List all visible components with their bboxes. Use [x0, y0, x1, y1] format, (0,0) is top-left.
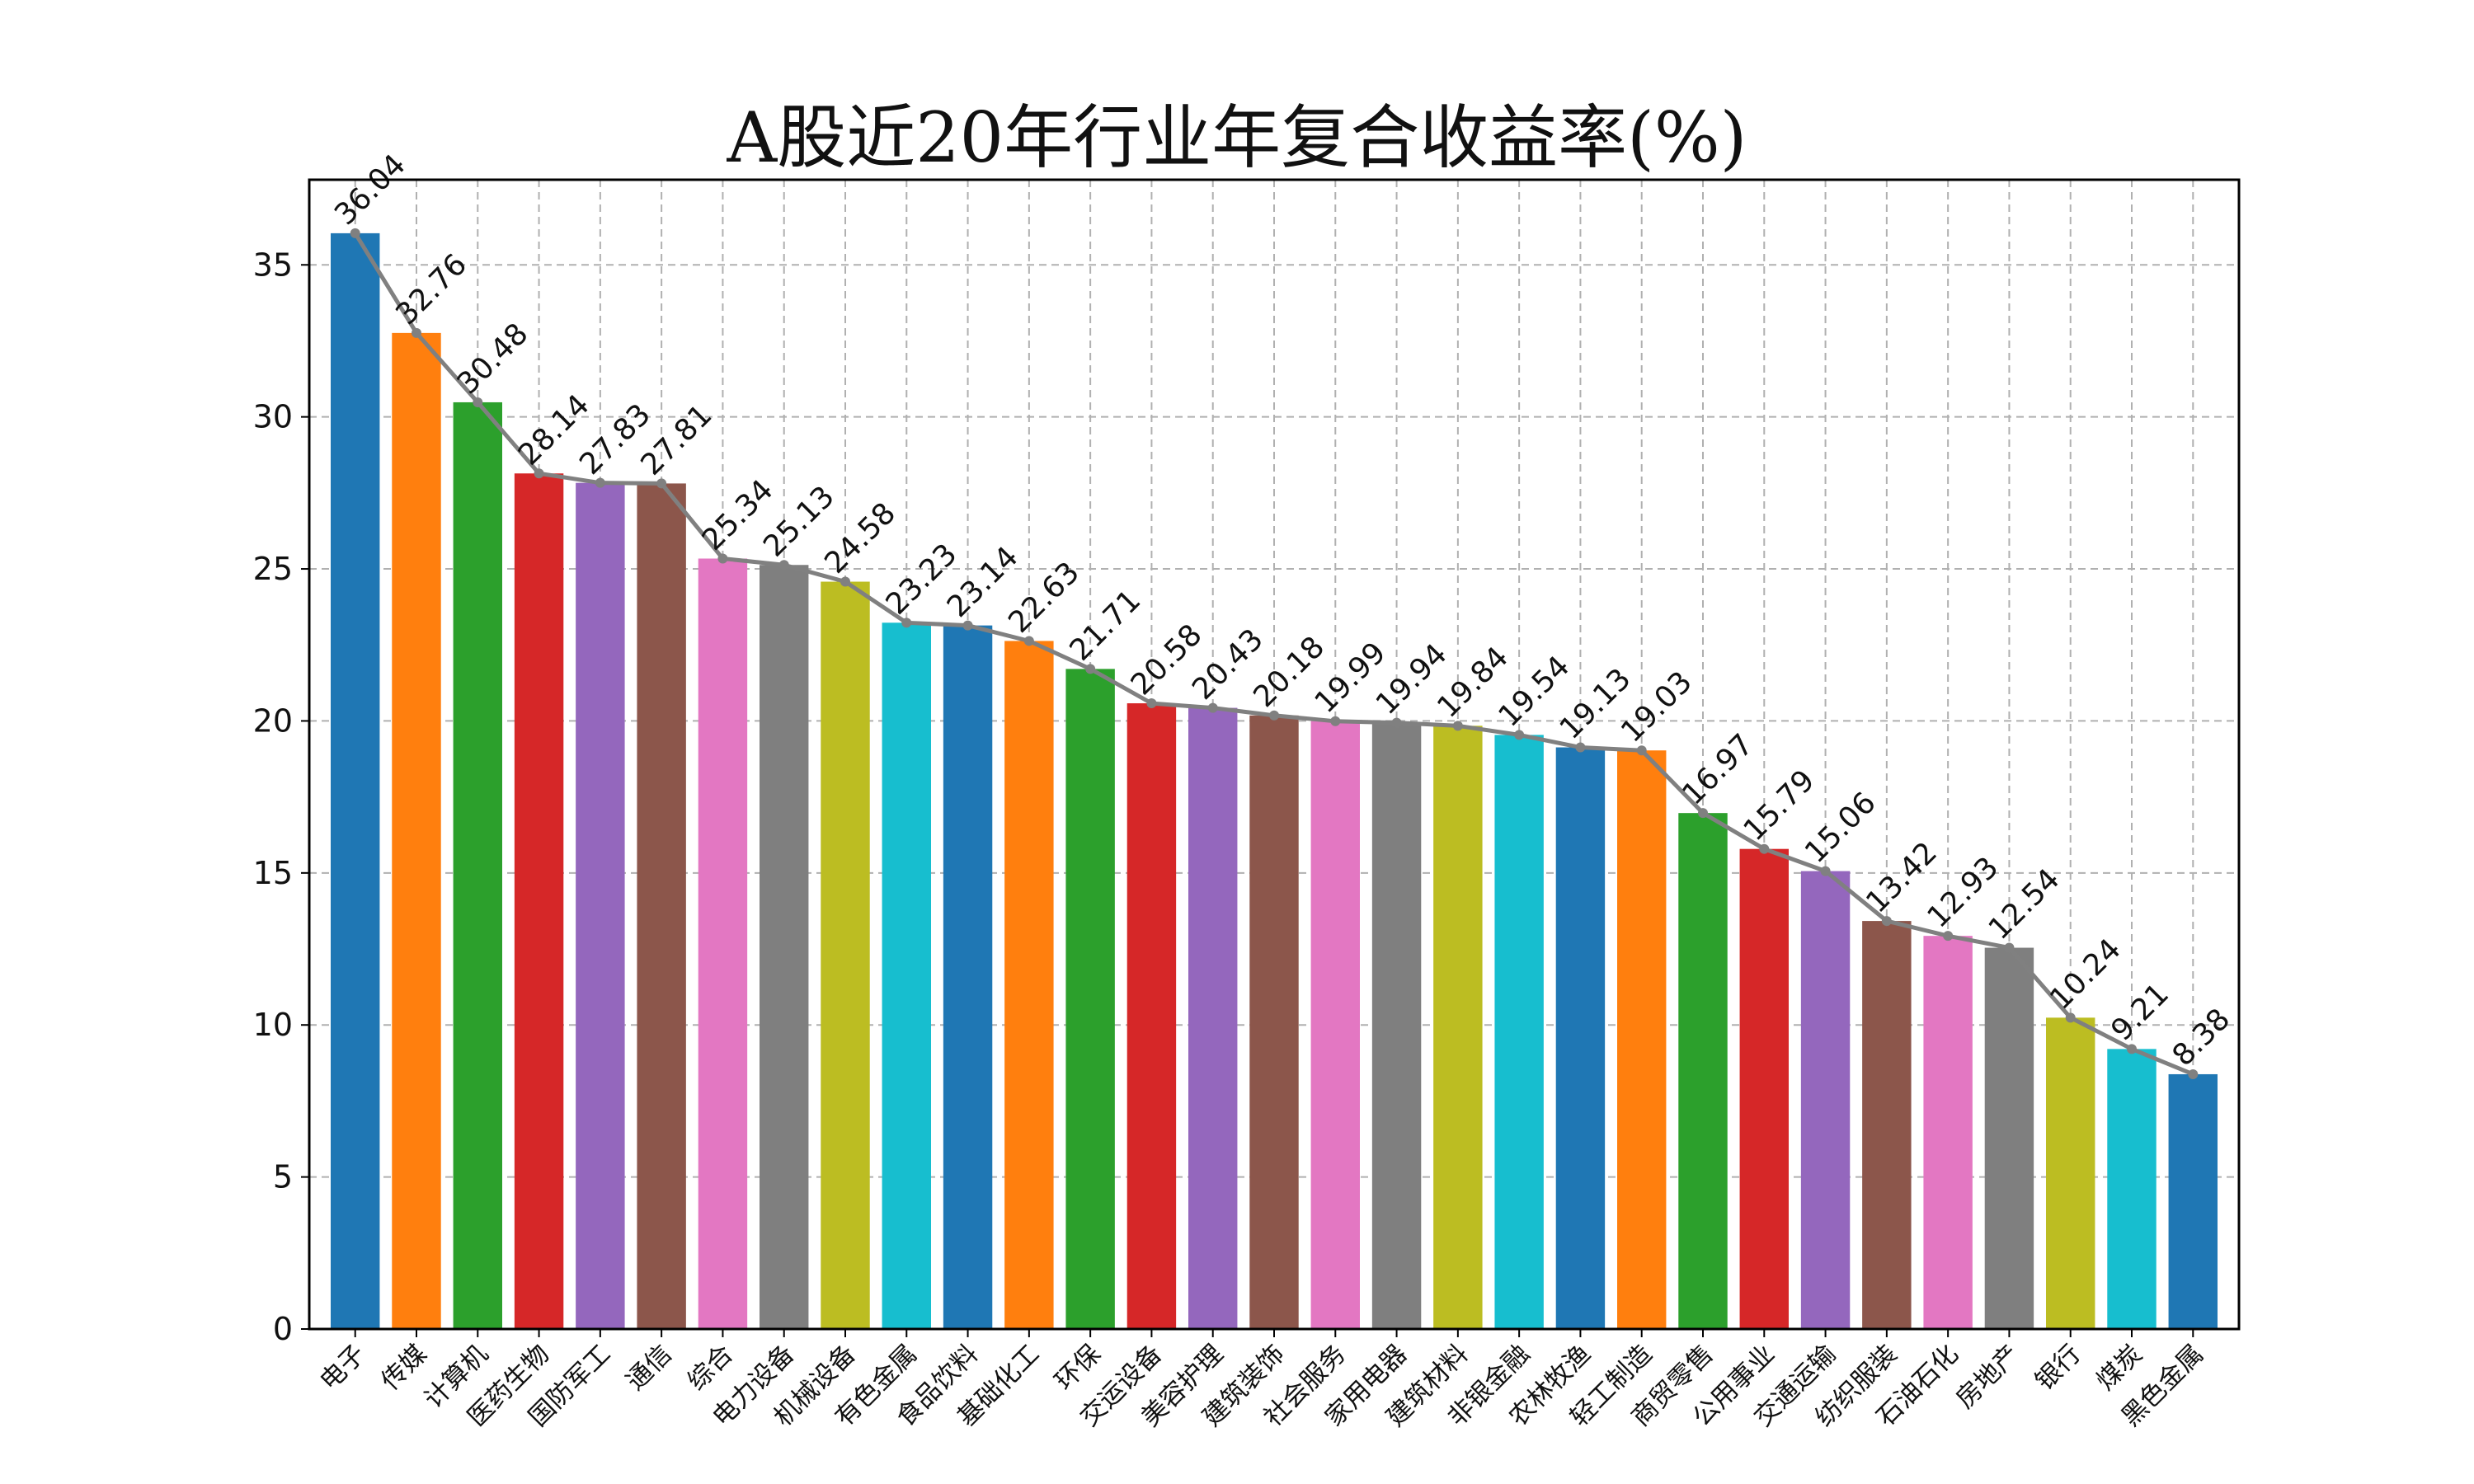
trend-point: [2127, 1044, 2137, 1054]
trend-point: [1759, 843, 1770, 854]
trend-point: [1269, 710, 1279, 721]
y-tick-label: 25: [253, 551, 293, 587]
trend-point: [1881, 916, 1892, 927]
y-tick-label: 20: [253, 702, 293, 739]
trend-point: [962, 620, 973, 631]
trend-point: [717, 553, 728, 564]
y-tick-label: 35: [253, 247, 293, 283]
bar: [1739, 848, 1789, 1329]
bar: [2046, 1017, 2095, 1329]
trend-point: [1575, 742, 1586, 753]
trend-point: [1820, 866, 1831, 876]
trend-point: [778, 560, 789, 571]
trend-point: [2188, 1068, 2199, 1079]
bar: [1126, 703, 1177, 1329]
data-label: 21.71: [1064, 584, 1148, 668]
trend-point: [656, 478, 667, 489]
bar: [331, 232, 380, 1330]
x-tick-label: 电子: [314, 1339, 371, 1396]
bar: [943, 625, 993, 1329]
data-label: 10.24: [2044, 932, 2128, 1017]
trend-point: [1391, 717, 1402, 728]
bar: [760, 565, 809, 1329]
data-label: 32.76: [389, 247, 473, 331]
bar: [1617, 750, 1667, 1329]
bar: [514, 473, 564, 1330]
data-label: 9.21: [2105, 977, 2175, 1048]
trend-point: [595, 477, 605, 488]
data-label: 8.38: [2166, 1003, 2237, 1073]
data-label: 36.04: [328, 148, 412, 232]
trend-point: [1514, 730, 1525, 740]
bar: [2168, 1073, 2218, 1329]
y-tick-label: 30: [253, 399, 293, 435]
data-label: 15.06: [1799, 786, 1883, 870]
bar: [637, 483, 686, 1329]
bar: [698, 558, 748, 1329]
bar: [1004, 641, 1054, 1329]
trend-point: [1085, 664, 1096, 674]
trend-point: [2065, 1012, 2076, 1023]
bar: [453, 402, 502, 1329]
trend-point: [1146, 698, 1157, 709]
bar: [1862, 921, 1912, 1329]
x-tick-label: 银行: [2030, 1339, 2086, 1396]
axes-frame: [308, 178, 2241, 1331]
data-label: 30.48: [451, 317, 535, 401]
bar: [1923, 936, 1973, 1329]
bar: [576, 482, 625, 1329]
trend-point: [350, 228, 360, 238]
data-label: 16.97: [1676, 728, 1760, 812]
bar: [1188, 707, 1238, 1329]
bar: [1249, 715, 1299, 1329]
bar: [1555, 747, 1606, 1329]
trend-point: [840, 576, 850, 587]
bar: [1494, 735, 1544, 1329]
x-tick-label: 房地产: [1950, 1339, 2025, 1414]
bar: [1065, 669, 1115, 1329]
y-tick-label: 10: [253, 1007, 293, 1043]
x-tick-label: 通信: [621, 1339, 678, 1396]
bar: [1984, 947, 2034, 1329]
trend-point: [901, 618, 912, 628]
data-label: 27.81: [635, 398, 719, 482]
chart-title: A股近20年行业年复合收益率(%): [727, 97, 1747, 178]
bar: [882, 622, 931, 1329]
y-tick-label: 5: [273, 1159, 293, 1195]
bar: [1310, 721, 1360, 1329]
trend-point: [1023, 636, 1034, 646]
y-tick-label: 0: [273, 1311, 293, 1347]
bar: [1433, 726, 1483, 1329]
y-tick-label: 15: [253, 855, 293, 891]
bar: [1371, 722, 1422, 1329]
trend-point: [1698, 808, 1708, 819]
trend-point: [473, 397, 483, 407]
trend-point: [1636, 745, 1647, 756]
trend-point: [1943, 931, 1954, 942]
trend-point: [534, 468, 544, 479]
trend-point: [1452, 721, 1463, 731]
trend-point: [2004, 942, 2015, 953]
bar: [1800, 871, 1851, 1329]
bar: [1678, 813, 1728, 1329]
trend-point: [1330, 716, 1341, 726]
trend-point: [412, 327, 421, 338]
bar: [2107, 1049, 2157, 1329]
bar: [392, 332, 441, 1329]
trend-point: [1207, 702, 1218, 713]
bar: [821, 581, 870, 1329]
